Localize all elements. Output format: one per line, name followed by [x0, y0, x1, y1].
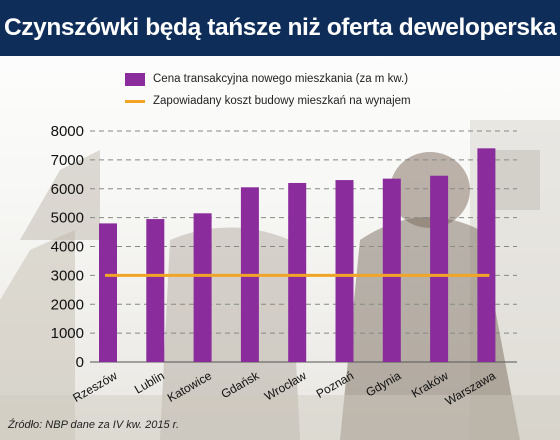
x-tick-label: Rzeszów: [70, 368, 119, 405]
legend-item-cost: Zapowiadany koszt budowy mieszkań na wyn…: [125, 90, 411, 112]
y-tick-label: 2000: [51, 296, 84, 313]
y-tick-label: 6000: [51, 181, 84, 198]
legend-item-price: Cena transakcyjna nowego mieszkania (za …: [125, 68, 411, 90]
bar: [288, 182, 307, 362]
bar: [335, 180, 354, 362]
bar: [146, 219, 165, 362]
y-tick-label: 1000: [51, 325, 84, 342]
y-tick-label: 5000: [51, 210, 84, 227]
legend-swatch-line: [125, 99, 145, 103]
y-tick-label: 3000: [51, 267, 84, 284]
legend-label-price: Cena transakcyjna nowego mieszkania (za …: [153, 73, 409, 85]
bar: [382, 178, 401, 362]
x-tick-label: Warszawa: [443, 368, 498, 408]
x-tick-label: Gdańsk: [219, 368, 263, 401]
title-bar: Czynszówki będą tańsze niż oferta dewelo…: [0, 0, 560, 56]
x-tick-label: Katowice: [165, 368, 214, 405]
x-tick-label: Wrocław: [262, 368, 309, 403]
x-tick-label: Gdynia: [363, 368, 403, 399]
bar: [193, 213, 212, 362]
legend-label-cost: Zapowiadany koszt budowy mieszkań na wyn…: [153, 95, 411, 107]
y-tick-label: 8000: [51, 123, 84, 140]
y-tick-label: 4000: [51, 239, 84, 256]
legend-swatch-bar: [125, 72, 145, 86]
x-tick-label: Poznań: [314, 368, 356, 400]
y-tick-label: 7000: [51, 152, 84, 169]
x-tick-label: Lublin: [132, 368, 167, 396]
source-note: Źródło: NBP dane za IV kw. 2015 r.: [8, 419, 179, 431]
chart-title: Czynszówki będą tańsze niż oferta dewelo…: [3, 14, 557, 41]
bar: [430, 175, 449, 362]
y-tick-label: 0: [76, 354, 84, 371]
legend: Cena transakcyjna nowego mieszkania (za …: [125, 68, 411, 112]
bar: [477, 148, 496, 362]
bar: [99, 223, 117, 362]
